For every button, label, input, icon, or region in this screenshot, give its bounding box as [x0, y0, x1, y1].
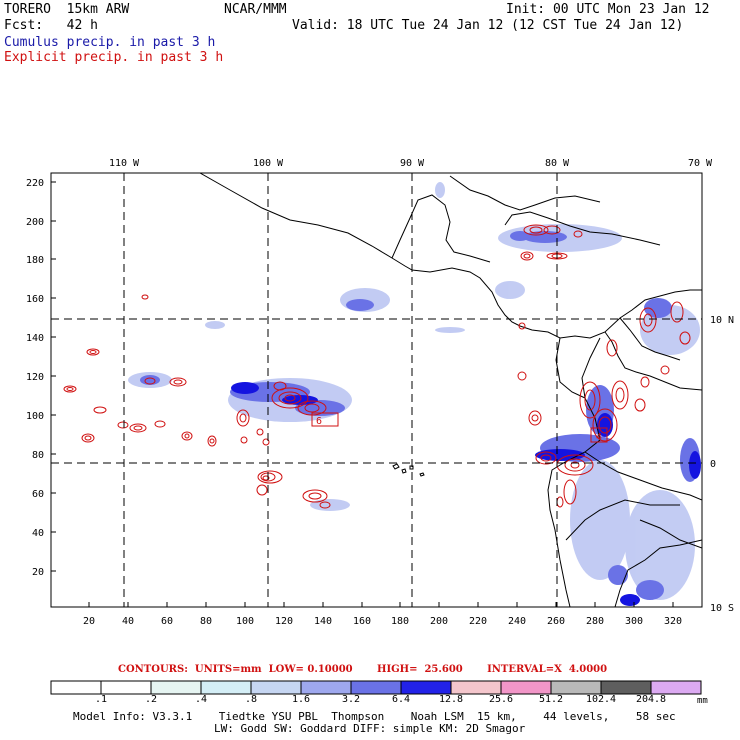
colorbar-value: .1 — [94, 694, 108, 705]
y-tick-label: 60 — [32, 489, 44, 500]
latitude-labels: 10 N 0 10 S — [710, 315, 734, 614]
colorbar-cell — [350, 680, 402, 695]
colorbar-value: 12.8 — [438, 694, 464, 705]
y-axis-labels: 220 200 180 160 140 120 100 80 60 40 20 — [26, 178, 44, 578]
colorbar-cell — [450, 680, 502, 695]
x-tick-label: 200 — [430, 616, 448, 627]
colorbar-value: .2 — [144, 694, 158, 705]
axis-ticks — [51, 181, 674, 607]
colorbar-value: 25.6 — [488, 694, 514, 705]
x-tick-label: 240 — [508, 616, 526, 627]
colorbar-value: 204.8 — [635, 694, 667, 705]
colorbar-value: 3.2 — [341, 694, 361, 705]
colorbar-cell — [600, 680, 652, 695]
colorbar-cell — [200, 680, 252, 695]
x-tick-label: 140 — [314, 616, 332, 627]
y-tick-label: 160 — [26, 294, 44, 305]
init-time: Init: 00 UTC Mon 23 Jan 12 — [506, 2, 710, 17]
x-tick-label: 160 — [353, 616, 371, 627]
x-axis-labels: 20 40 60 80 100 120 140 160 180 200 220 … — [83, 616, 682, 627]
x-tick-label: 300 — [625, 616, 643, 627]
x-tick-label: 260 — [547, 616, 565, 627]
valid-time: Valid: 18 UTC Tue 24 Jan 12 (12 CST Tue … — [292, 18, 684, 33]
max-value-boxes: 6 4 — [311, 412, 608, 443]
explicit-contours — [63, 224, 691, 509]
colorbar-value: .8 — [244, 694, 258, 705]
model-title: TORERO 15km ARW — [4, 2, 130, 17]
y-tick-label: 140 — [26, 333, 44, 344]
lat-label: 10 N — [710, 315, 734, 326]
x-tick-label: 20 — [83, 616, 95, 627]
x-tick-label: 320 — [664, 616, 682, 627]
cumulus-precip-label: Cumulus precip. in past 3 h — [4, 35, 216, 50]
x-tick-label: 180 — [391, 616, 409, 627]
explicit-precip-label: Explicit precip. in past 3 h — [4, 50, 224, 65]
x-tick-label: 100 — [236, 616, 254, 627]
colorbar-unit: mm — [697, 696, 708, 706]
model-info-line2: LW: Godd SW: Goddard DIFF: simple KM: 2D… — [214, 722, 526, 735]
max-box-label-4: 4 — [596, 432, 602, 443]
y-tick-label: 200 — [26, 217, 44, 228]
x-tick-label: 60 — [161, 616, 173, 627]
colorbar-value: 1.6 — [291, 694, 311, 705]
y-tick-label: 40 — [32, 528, 44, 539]
x-tick-label: 40 — [122, 616, 134, 627]
longitude-labels: 110 W 100 W 90 W 80 W 70 W — [109, 158, 713, 169]
forecast-hour: Fcst: 42 h — [4, 18, 98, 33]
lat-label: 10 S — [710, 603, 734, 614]
lon-label: 100 W — [253, 158, 284, 169]
colorbar-cell — [400, 680, 452, 695]
precip-shading — [128, 182, 701, 606]
colorbar-cell — [500, 680, 552, 695]
lon-label: 70 W — [688, 158, 713, 169]
colorbar-cell — [150, 680, 202, 695]
y-tick-label: 80 — [32, 450, 44, 461]
colorbar-cell — [550, 680, 602, 695]
coastline — [199, 173, 702, 607]
lon-label: 90 W — [400, 158, 425, 169]
lat-label: 0 — [710, 459, 716, 470]
x-tick-label: 280 — [586, 616, 604, 627]
max-box-label-6: 6 — [316, 416, 322, 427]
contour-info: CONTOURS: UNITS=mm LOW= 0.10000 HIGH= 25… — [118, 664, 608, 675]
colorbar — [50, 680, 702, 695]
map-frame — [50, 172, 703, 608]
galapagos-islands — [392, 463, 425, 477]
y-tick-label: 120 — [26, 372, 44, 383]
model-info-line1: Model Info: V3.3.1 Tiedtke YSU PBL Thomp… — [73, 710, 676, 723]
y-tick-label: 20 — [32, 567, 44, 578]
y-tick-label: 220 — [26, 178, 44, 189]
x-tick-label: 120 — [275, 616, 293, 627]
colorbar-value: 6.4 — [391, 694, 411, 705]
x-tick-label: 220 — [469, 616, 487, 627]
colorbar-cell — [250, 680, 302, 695]
colorbar-cell — [300, 680, 352, 695]
x-tick-label: 80 — [200, 616, 212, 627]
y-tick-label: 180 — [26, 255, 44, 266]
colorbar-cell — [650, 680, 702, 695]
lon-label: 80 W — [545, 158, 570, 169]
colorbar-value: .4 — [194, 694, 208, 705]
lat-lon-grid — [51, 173, 702, 607]
colorbar-value: 51.2 — [538, 694, 564, 705]
center-name: NCAR/MMM — [224, 2, 287, 17]
lon-label: 110 W — [109, 158, 140, 169]
y-tick-label: 100 — [26, 411, 44, 422]
colorbar-cell — [100, 680, 152, 695]
colorbar-value: 102.4 — [585, 694, 617, 705]
colorbar-cell — [50, 680, 102, 695]
